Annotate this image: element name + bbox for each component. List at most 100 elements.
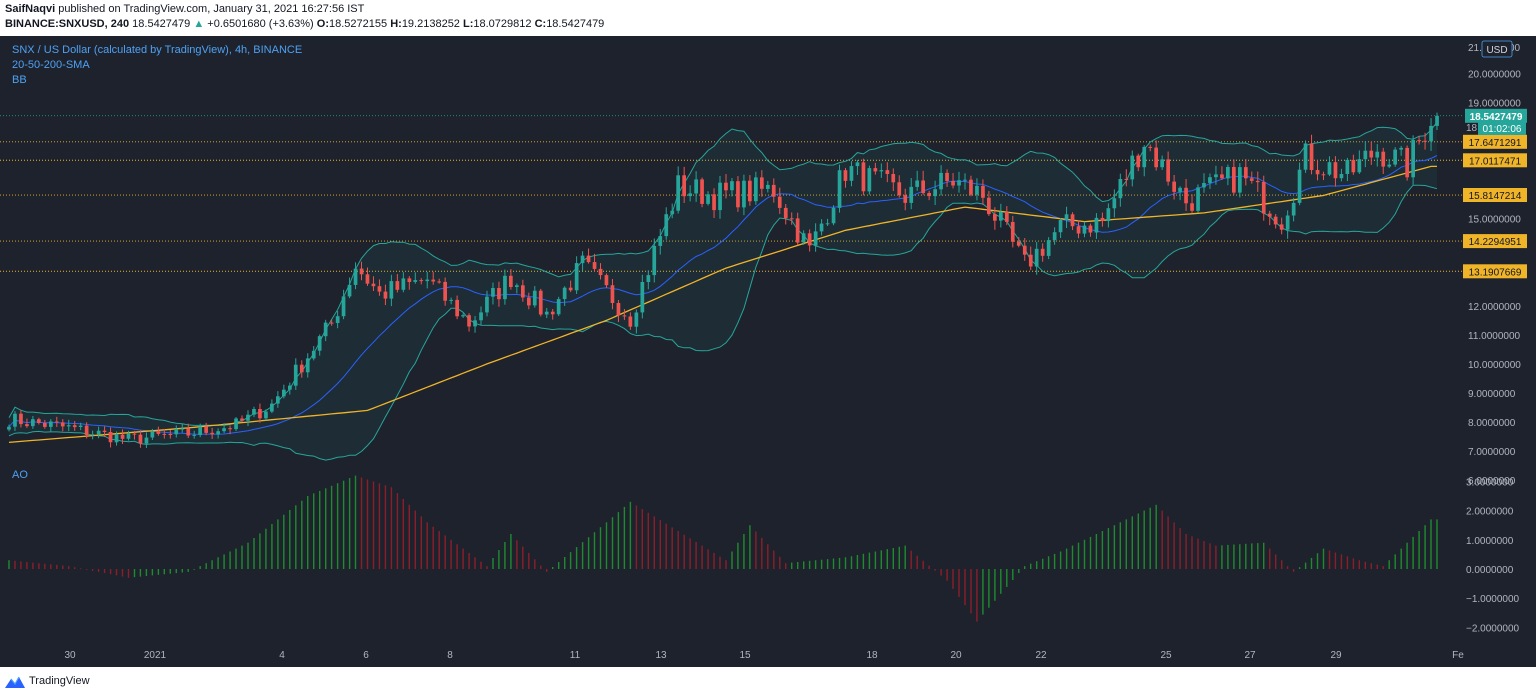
candle[interactable] [825, 218, 830, 227]
candle[interactable] [927, 190, 931, 201]
candle[interactable] [1321, 171, 1326, 181]
candle[interactable] [939, 165, 943, 196]
candle[interactable] [771, 178, 776, 203]
candle[interactable] [1070, 212, 1075, 231]
candle[interactable] [1142, 145, 1147, 177]
candle[interactable] [1040, 243, 1045, 262]
candle[interactable] [1064, 206, 1069, 229]
candle[interactable] [461, 313, 465, 319]
candle[interactable] [389, 274, 394, 307]
candle[interactable] [1124, 169, 1129, 187]
candle[interactable] [365, 267, 370, 286]
candle[interactable] [760, 170, 764, 197]
candle[interactable] [1118, 173, 1123, 207]
candle[interactable] [347, 277, 352, 299]
candle[interactable] [102, 426, 107, 438]
candle[interactable] [437, 278, 441, 284]
publisher-name[interactable]: SaifNaqvi [5, 3, 56, 15]
candle[interactable] [299, 360, 304, 378]
candle[interactable] [1130, 150, 1135, 187]
candle[interactable] [1148, 144, 1153, 152]
candle[interactable] [258, 403, 262, 423]
tradingview-logo-icon[interactable] [5, 676, 25, 688]
candle[interactable] [879, 163, 884, 178]
candle[interactable] [1297, 162, 1302, 206]
candle[interactable] [652, 238, 657, 283]
candle[interactable] [1405, 145, 1409, 181]
candle[interactable] [1160, 155, 1164, 170]
candle[interactable] [210, 427, 214, 440]
candle[interactable] [66, 419, 71, 432]
candle[interactable] [407, 276, 412, 290]
candle[interactable] [622, 309, 627, 320]
candle[interactable] [1327, 156, 1332, 177]
candle[interactable] [317, 334, 322, 356]
candle[interactable] [1369, 141, 1374, 165]
candle[interactable] [222, 423, 226, 434]
candle[interactable] [509, 269, 513, 290]
candle[interactable] [1022, 238, 1027, 261]
candle[interactable] [108, 427, 113, 448]
candle[interactable] [748, 175, 752, 206]
candle[interactable] [891, 168, 896, 192]
candle[interactable] [1106, 203, 1111, 228]
candle[interactable] [31, 416, 35, 429]
candle[interactable] [228, 425, 232, 435]
candle[interactable] [90, 430, 95, 440]
candle[interactable] [78, 422, 83, 431]
candle[interactable] [819, 219, 824, 236]
candle[interactable] [1387, 159, 1392, 169]
candle[interactable] [13, 411, 17, 431]
candle[interactable] [37, 417, 41, 425]
candle[interactable] [933, 180, 937, 206]
candle[interactable] [1381, 147, 1386, 174]
candle[interactable] [538, 288, 543, 317]
candle[interactable] [616, 300, 621, 323]
chart-area[interactable]: SNX / US Dollar (calculated by TradingVi… [0, 36, 1536, 667]
candle[interactable] [849, 161, 854, 187]
candle[interactable] [1005, 206, 1009, 226]
candle[interactable] [43, 419, 47, 429]
candle[interactable] [1411, 135, 1415, 185]
candle[interactable] [1435, 112, 1439, 131]
candle[interactable] [335, 310, 340, 329]
candle[interactable] [443, 277, 447, 306]
candle[interactable] [1315, 159, 1320, 181]
candle[interactable] [580, 251, 585, 271]
candle[interactable] [473, 316, 477, 333]
candle[interactable] [777, 187, 782, 214]
candle[interactable] [293, 358, 298, 390]
candle[interactable] [1016, 237, 1021, 248]
candle[interactable] [556, 296, 561, 317]
candle[interactable] [789, 212, 794, 225]
candle[interactable] [1208, 173, 1212, 189]
candle[interactable] [1255, 171, 1260, 192]
candle[interactable] [246, 410, 250, 427]
candle[interactable] [401, 272, 406, 293]
candle[interactable] [951, 173, 955, 189]
candle[interactable] [1196, 184, 1200, 213]
candle[interactable] [126, 430, 131, 441]
candle[interactable] [1375, 144, 1380, 167]
candle[interactable] [903, 188, 908, 211]
candle[interactable] [1094, 213, 1099, 239]
candle[interactable] [843, 167, 848, 188]
candle[interactable] [7, 424, 11, 432]
candle[interactable] [1172, 174, 1176, 200]
candle[interactable] [515, 283, 519, 294]
candle[interactable] [503, 269, 507, 305]
candle[interactable] [1285, 210, 1290, 239]
candle[interactable] [1399, 145, 1403, 156]
bb-legend[interactable]: BB [12, 74, 27, 86]
sma200-line[interactable] [8, 165, 1437, 444]
candle[interactable] [945, 169, 949, 187]
candle[interactable] [1100, 212, 1105, 227]
candle[interactable] [640, 274, 645, 319]
candle[interactable] [1232, 159, 1236, 195]
candle[interactable] [592, 253, 597, 272]
candle[interactable] [1238, 163, 1242, 198]
candle[interactable] [1423, 132, 1427, 150]
candle[interactable] [114, 431, 119, 446]
candle[interactable] [706, 191, 710, 206]
currency-label[interactable]: USD [1486, 45, 1507, 56]
